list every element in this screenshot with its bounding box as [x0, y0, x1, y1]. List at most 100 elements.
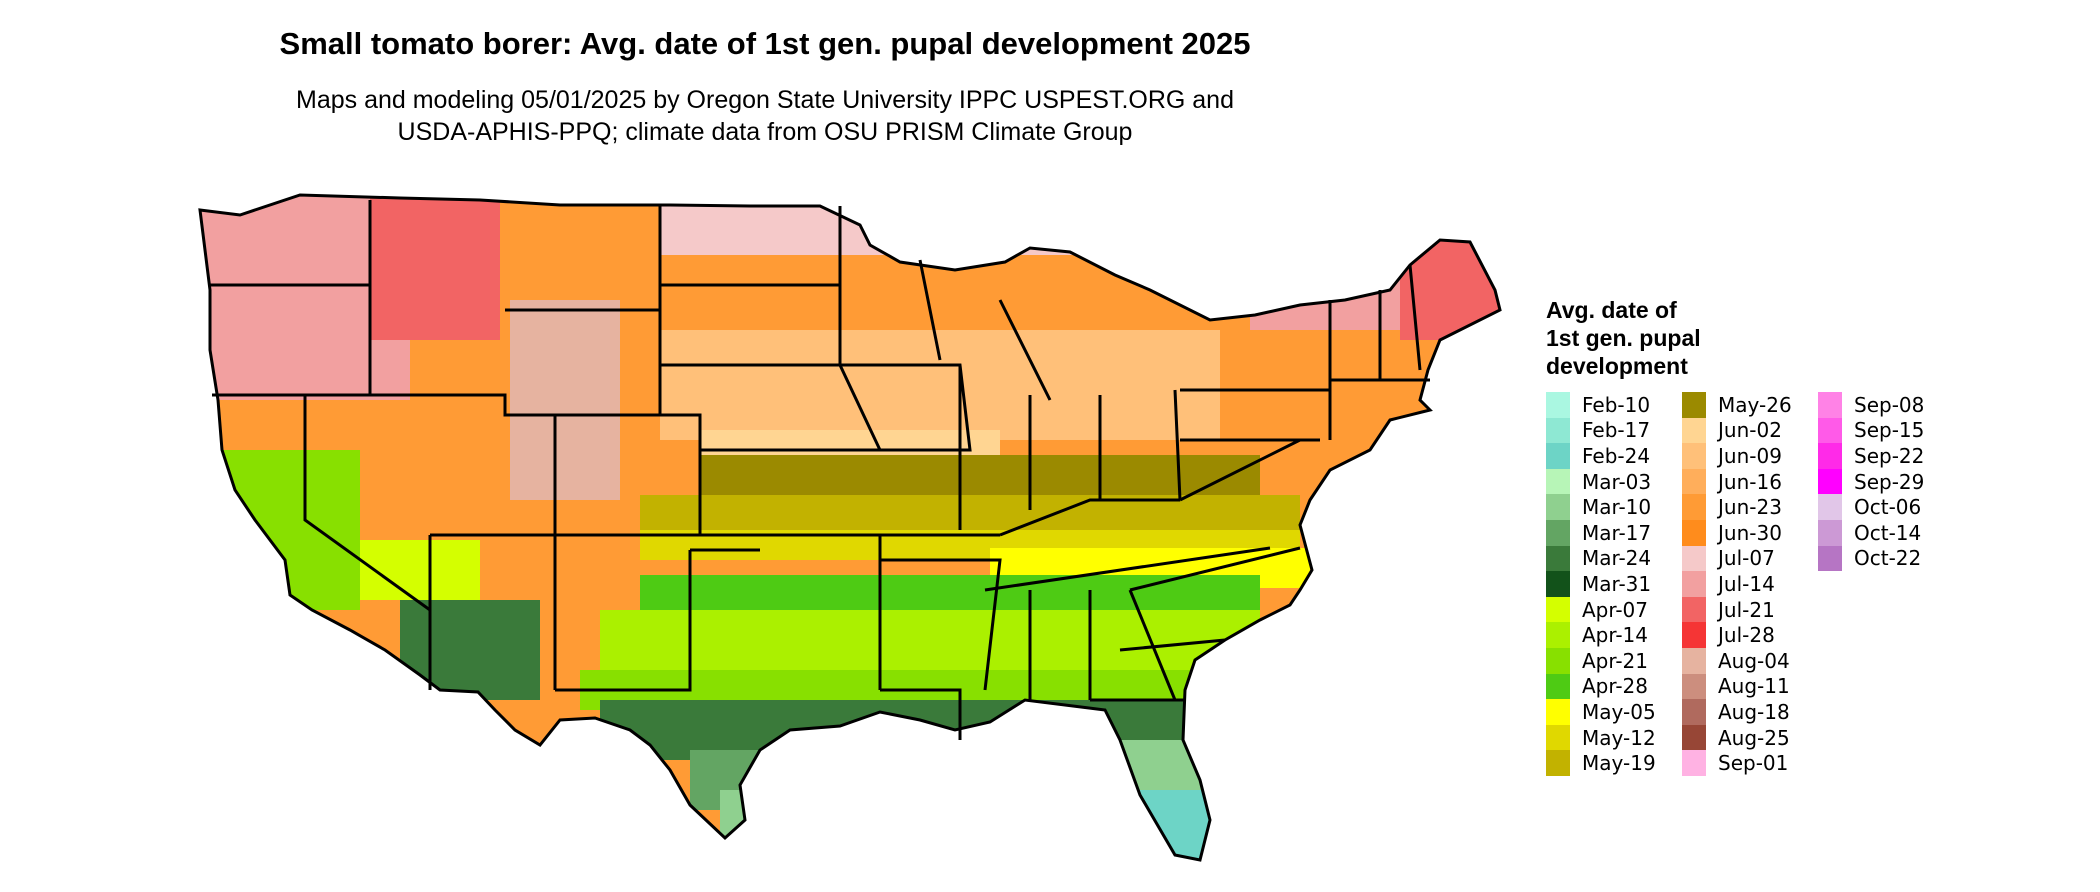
- legend-swatch: [1682, 392, 1706, 418]
- legend-item: Feb-10: [1546, 392, 1668, 418]
- legend-swatch: [1546, 673, 1570, 700]
- legend-swatch: [1682, 519, 1706, 546]
- legend-item: Jul-21: [1682, 596, 1804, 623]
- zone-mar-17: [690, 750, 870, 810]
- legend-title-line-2: 1st gen. pupal: [1546, 325, 1701, 351]
- legend-label: Apr-07: [1582, 597, 1648, 622]
- legend-label: Jun-09: [1718, 443, 1782, 468]
- legend-item: Mar-24: [1546, 545, 1668, 572]
- zone-jul-21-west: [370, 195, 500, 340]
- legend-label: Mar-03: [1582, 469, 1652, 494]
- legend-swatch: [1682, 571, 1706, 597]
- legend-item: Aug-04: [1682, 647, 1804, 674]
- legend-item: Apr-07: [1546, 596, 1668, 623]
- zone-jun-09: [660, 330, 1220, 440]
- us-map: [198, 193, 1502, 862]
- legend-item: Jul-28: [1682, 622, 1804, 648]
- legend-label: Mar-10: [1582, 495, 1652, 520]
- zone-jul-07-north: [660, 195, 1130, 255]
- zone-jul-21-ne: [1400, 220, 1500, 340]
- legend-label: Sep-08: [1854, 392, 1925, 417]
- legend-label: Aug-11: [1718, 674, 1790, 699]
- legend-label: Jul-07: [1718, 546, 1775, 571]
- zone-apr-07-sw: [360, 540, 480, 600]
- legend-label: May-05: [1582, 699, 1656, 724]
- boundary-wi-mi: [918, 259, 1052, 401]
- zone-mar-10: [720, 790, 840, 850]
- legend-swatch: [1682, 622, 1706, 648]
- legend-swatch: [1546, 443, 1570, 469]
- legend-item: Apr-28: [1546, 673, 1668, 700]
- legend-label: Feb-24: [1582, 443, 1651, 468]
- state-boundaries: [198, 193, 1502, 862]
- legend-label: May-26: [1718, 392, 1792, 417]
- zone-apr-28: [640, 575, 1260, 615]
- legend-label: Feb-10: [1582, 392, 1651, 417]
- legend-label: Aug-04: [1718, 648, 1790, 673]
- legend-swatch: [1818, 392, 1842, 418]
- legend-swatch: [1682, 468, 1706, 495]
- legend-swatch: [1546, 699, 1570, 725]
- legend-swatch: [1546, 750, 1570, 776]
- zone-feb-24-fl: [1140, 790, 1240, 860]
- legend-item: Feb-24: [1546, 443, 1668, 469]
- legend-label: May-19: [1582, 751, 1656, 776]
- zone-aug-04-rockies: [510, 300, 620, 500]
- subtitle-line-2: USDA-APHIS-PPQ; climate data from OSU PR…: [397, 118, 1133, 146]
- legend-swatch: [1818, 494, 1842, 520]
- boundary-tx-la: [880, 688, 962, 740]
- legend: Avg. date of 1st gen. pupal development …: [1546, 296, 1940, 776]
- legend-swatch: [1682, 443, 1706, 469]
- map-fill: [200, 195, 1500, 860]
- legend-item: May-12: [1546, 724, 1668, 751]
- boundary-ar-ms-al: [880, 558, 1175, 702]
- legend-item: Oct-14: [1818, 519, 1940, 546]
- legend-swatch: [1546, 494, 1570, 520]
- legend-item: Jun-02: [1682, 417, 1804, 444]
- legend-label: Jul-28: [1718, 623, 1775, 648]
- legend-title: Avg. date of 1st gen. pupal development: [1546, 296, 1766, 380]
- legend-swatch: [1546, 417, 1570, 444]
- legend-swatch: [1818, 468, 1842, 495]
- zone-mar-24-az: [400, 600, 540, 700]
- legend-label: Mar-31: [1582, 571, 1652, 596]
- legend-item: May-19: [1546, 750, 1668, 776]
- boundary-co: [555, 413, 702, 537]
- legend-item: Mar-17: [1546, 519, 1668, 546]
- legend-label: Aug-25: [1718, 725, 1790, 750]
- boundary-dakotas: [658, 205, 850, 415]
- legend-item: Oct-22: [1818, 545, 1940, 572]
- legend-item: Jun-23: [1682, 494, 1804, 520]
- legend-item: Jun-09: [1682, 443, 1804, 469]
- boundary-mn-ia-mo: [838, 206, 1000, 537]
- legend-swatch: [1546, 519, 1570, 546]
- legend-item: Jun-16: [1682, 468, 1804, 495]
- legend-label: Jun-30: [1718, 520, 1782, 545]
- boundary-va-nc: [1129, 438, 1301, 592]
- legend-label: Jul-14: [1718, 571, 1775, 596]
- legend-item: Sep-15: [1818, 417, 1940, 444]
- legend-label: Jun-02: [1718, 418, 1782, 443]
- legend-item: Mar-03: [1546, 468, 1668, 495]
- legend-label: May-12: [1582, 725, 1656, 750]
- legend-swatch: [1818, 443, 1842, 469]
- legend-swatch: [1546, 392, 1570, 418]
- boundary-nv-ut: [303, 395, 431, 612]
- boundary-az-nm: [428, 535, 692, 692]
- legend-item: Aug-18: [1682, 699, 1804, 725]
- legend-label: Feb-17: [1582, 418, 1651, 443]
- legend-label: Aug-18: [1718, 699, 1790, 724]
- legend-column: May-26 Jun-02 Jun-09 Jun-16 Jun-23 Jun-30 Jul-…: [1682, 392, 1804, 776]
- legend-label: Mar-17: [1582, 520, 1652, 545]
- map-subtitle: Maps and modeling 05/01/2025 by Oregon S…: [0, 84, 1530, 148]
- legend-columns: Feb-10 Feb-17 Feb-24 Mar-03 Mar-10 Mar-17 Mar-…: [1546, 392, 1940, 776]
- boundary-new-england: [1330, 264, 1430, 382]
- legend-label: Sep-29: [1854, 469, 1925, 494]
- boundary-ut: [430, 393, 557, 537]
- legend-swatch: [1818, 545, 1842, 572]
- legend-item: Sep-08: [1818, 392, 1940, 418]
- legend-swatch: [1546, 468, 1570, 495]
- legend-swatch: [1682, 750, 1706, 776]
- legend-label: Oct-22: [1854, 546, 1922, 571]
- legend-swatch: [1682, 417, 1706, 444]
